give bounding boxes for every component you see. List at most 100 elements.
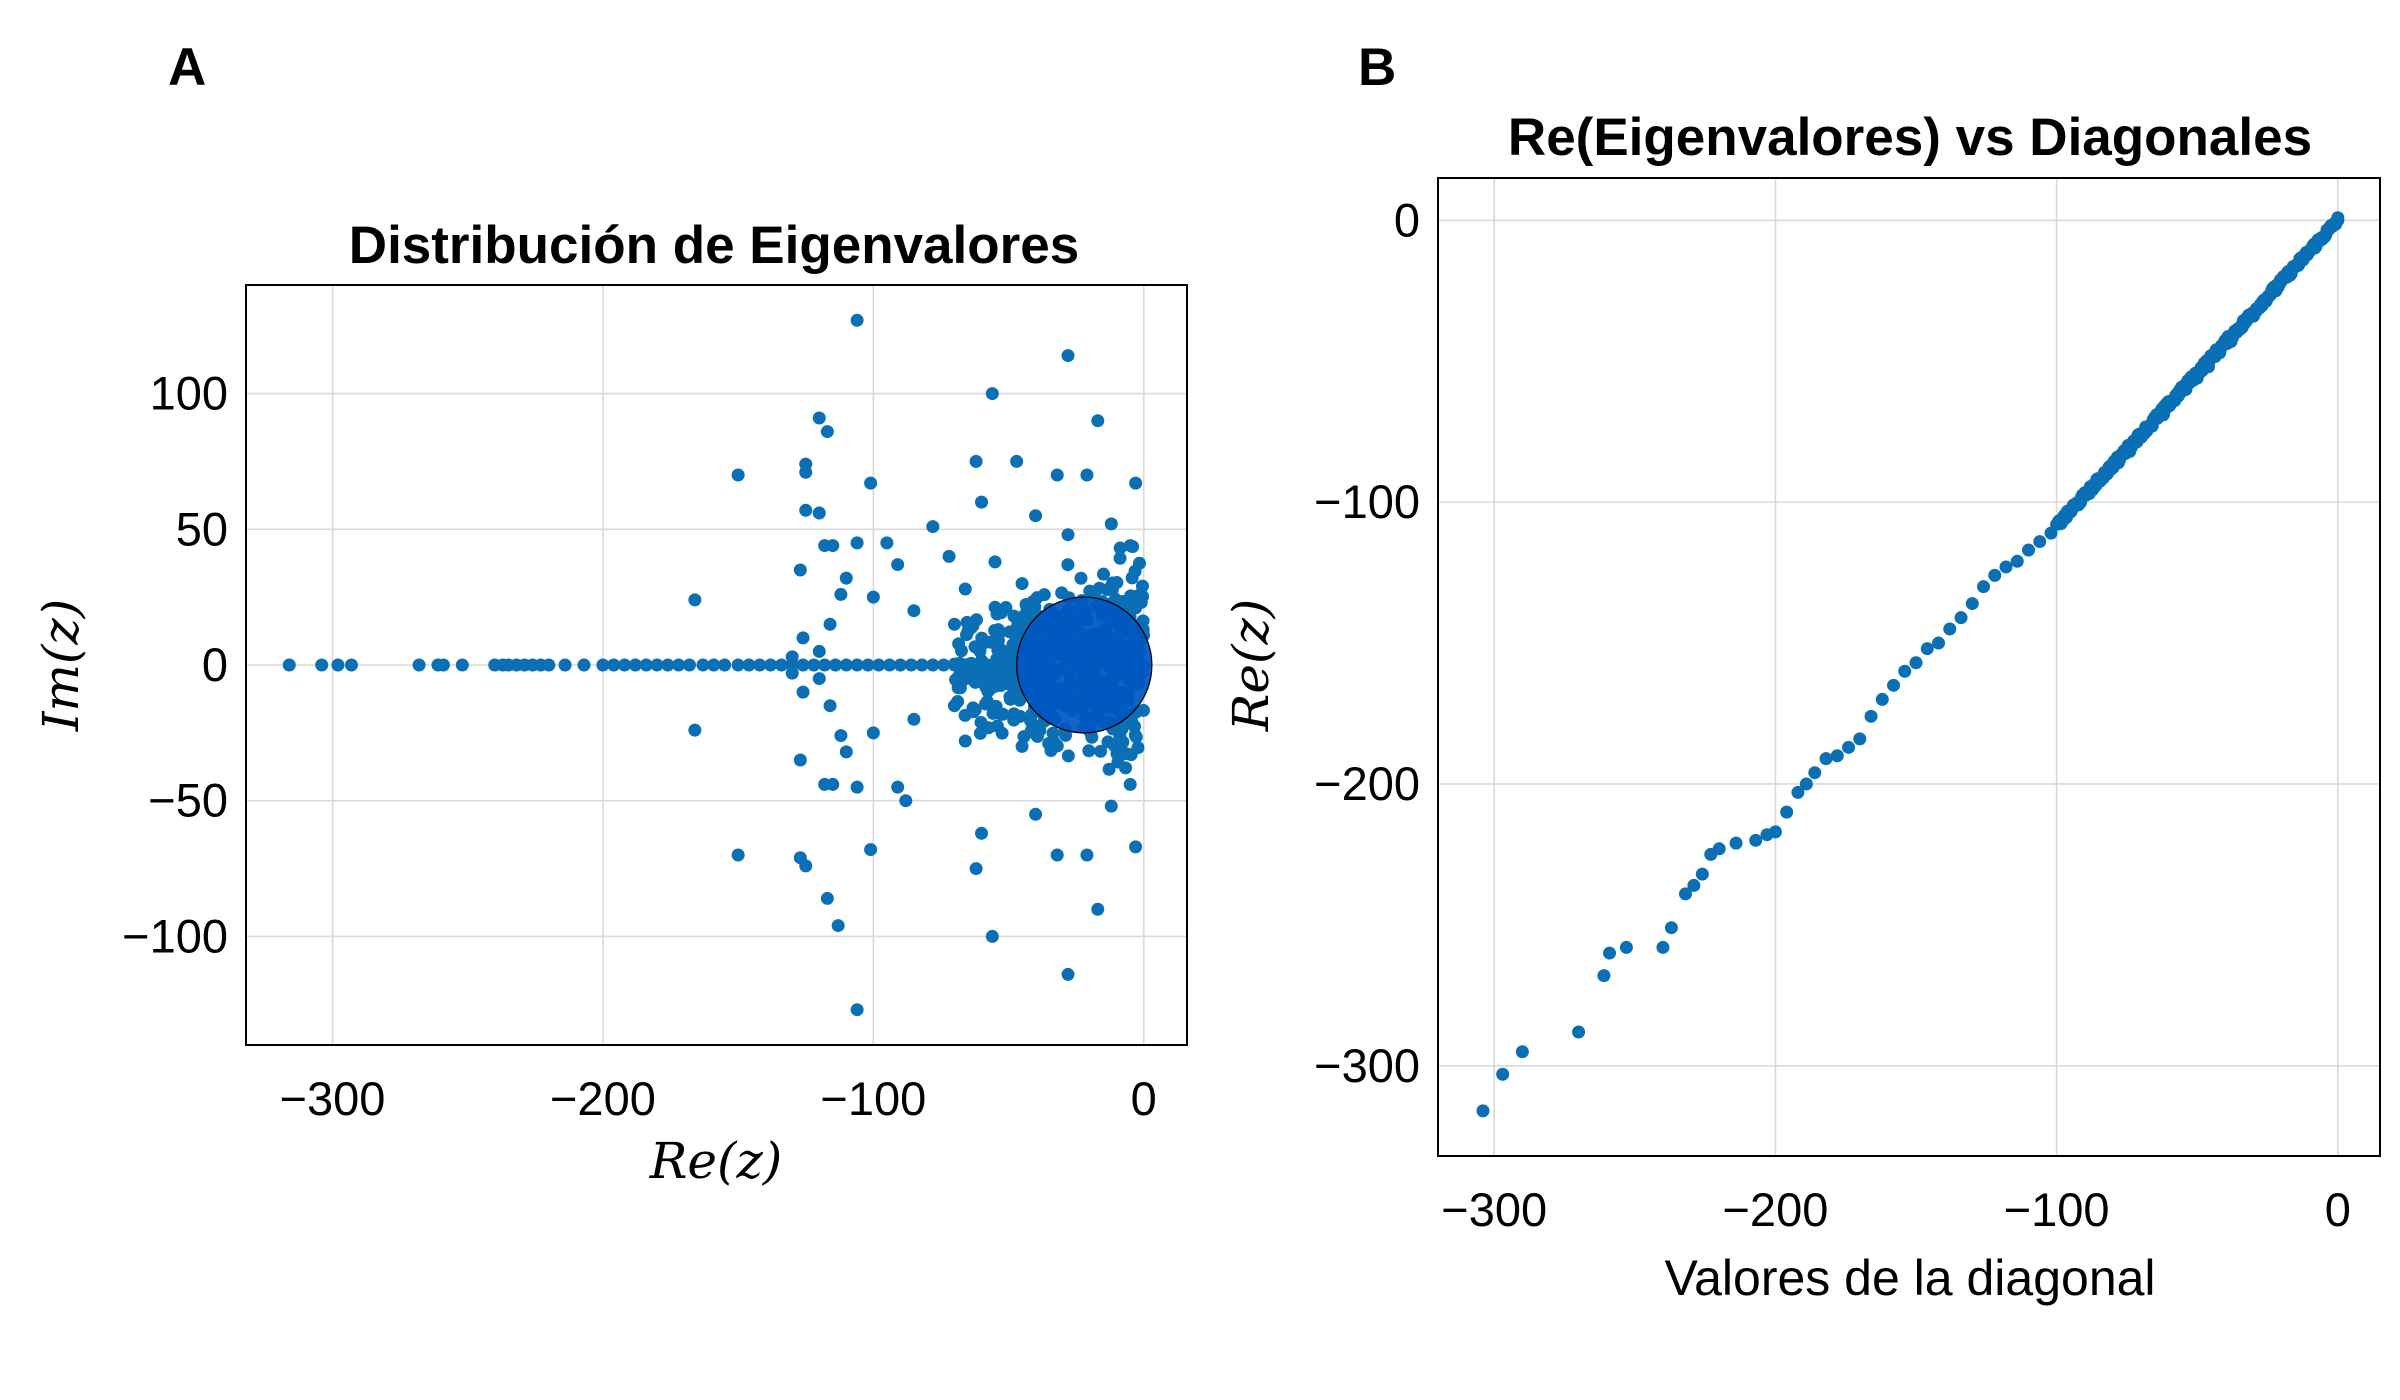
- chart-b-data-point: [1920, 642, 1934, 656]
- chart-a-data-point: [1136, 703, 1150, 717]
- chart-a-data-point: [1111, 740, 1125, 754]
- chart-a-data-point: [558, 658, 572, 672]
- chart-a-data-point: [315, 658, 329, 672]
- chart-a-data-point: [1011, 618, 1025, 632]
- chart-a-data-point: [731, 848, 745, 862]
- chart-a-data-point: [839, 658, 853, 672]
- chart-b-data-point: [1864, 709, 1878, 723]
- chart-a-data-point: [807, 658, 821, 672]
- chart-b-data-point: [1597, 969, 1611, 983]
- chart-a-data-point: [1126, 598, 1140, 612]
- chart-a-xlabel: Re(z): [649, 1132, 783, 1190]
- chart-b-data-point: [1988, 568, 2002, 582]
- chart-b-data-point: [1687, 878, 1701, 892]
- chart-b-data-point: [1496, 1067, 1510, 1081]
- chart-a-data-point: [974, 715, 988, 729]
- chart-a-data-point: [893, 658, 907, 672]
- chart-a-data-point: [850, 313, 864, 327]
- chart-b-data-point: [1768, 825, 1782, 839]
- chart-a-data-point: [915, 658, 929, 672]
- chart-a-data-point: [993, 625, 1007, 639]
- chart-a-data-point: [880, 536, 894, 550]
- chart-a-data-point: [412, 658, 426, 672]
- chart-a-data-point: [1003, 690, 1017, 704]
- chart-a-data-point: [1126, 540, 1140, 554]
- chart-a-data-point: [1096, 567, 1110, 581]
- chart-a-data-point: [850, 536, 864, 550]
- chart-a-data-point: [850, 780, 864, 794]
- chart-a-data-point: [995, 646, 1009, 660]
- chart-b-data-point: [1977, 580, 1991, 594]
- chart-a-data-point: [812, 506, 826, 520]
- chart-b-title: Re(Eigenvalores) vs Diagonales: [1508, 108, 2312, 167]
- chart-a-data-point: [731, 658, 745, 672]
- chart-a-data-point: [1015, 577, 1029, 591]
- chart-a-data-point: [1046, 726, 1060, 740]
- chart-b-data-point: [1875, 692, 1889, 706]
- chart-b-data-point: [2010, 554, 2024, 568]
- chart-a-data-point: [282, 658, 296, 672]
- chart-a-data-point: [1061, 528, 1075, 542]
- chart-a-data-point: [731, 468, 745, 482]
- chart-a-data-point: [1131, 741, 1145, 755]
- chart-a-data-point: [958, 734, 972, 748]
- chart-a-data-point: [850, 658, 864, 672]
- chart-a-unit-circle: [1015, 596, 1153, 734]
- chart-a-data-point: [436, 658, 450, 672]
- chart-a-data-point: [839, 745, 853, 759]
- chart-a-ytick-label: −50: [148, 774, 228, 827]
- chart-a-data-point: [1091, 902, 1105, 916]
- chart-a-data-point: [1085, 730, 1099, 744]
- chart-a-xtick-label: −300: [280, 1072, 386, 1125]
- chart-a-data-point: [1129, 840, 1143, 854]
- chart-a-data-point: [1061, 749, 1075, 763]
- chart-a-data-point: [812, 411, 826, 425]
- chart-a-data-point: [796, 631, 810, 645]
- chart-b-data-point: [1664, 921, 1678, 935]
- chart-a-data-point: [753, 658, 767, 672]
- chart-a-data-point: [1061, 349, 1075, 363]
- chart-a-data-point: [1029, 509, 1043, 523]
- chart-b-ytick-label: 0: [1394, 193, 1420, 246]
- chart-b-grid: [1438, 178, 2380, 1156]
- chart-a-data-point: [820, 425, 834, 439]
- chart-a-data-point: [577, 658, 591, 672]
- chart-a-data-point: [331, 658, 345, 672]
- chart-a-data-point: [1103, 581, 1117, 595]
- chart-a-data-point: [799, 503, 813, 517]
- chart-a-data-point: [764, 658, 778, 672]
- chart-b-data-point: [1603, 946, 1617, 960]
- chart-a-data-point: [1080, 848, 1094, 862]
- chart-b-data-point: [1999, 560, 2013, 574]
- chart-a-data-point: [1055, 586, 1069, 600]
- chart-b-data-point: [1842, 740, 1856, 754]
- chart-b-data-point: [1656, 940, 1670, 954]
- chart-a-data-point: [1013, 709, 1027, 723]
- chart-a-data-point: [812, 644, 826, 658]
- chart-a-plot-frame: [245, 284, 1188, 1046]
- chart-b-ytick-label: −300: [1314, 1039, 1420, 1092]
- chart-a-data-point: [968, 703, 982, 717]
- chart-a-data-point: [796, 658, 810, 672]
- chart-a-ticks: −300 −200 −100 0 −100 −50 0 50 100: [122, 367, 1157, 1125]
- chart-a-data-point: [344, 658, 358, 672]
- chart-a-data-point: [866, 726, 880, 740]
- chart-b-data-point: [1898, 664, 1912, 678]
- chart-a-data-point: [688, 723, 702, 737]
- chart-a-title: Distribución de Eigenvalores: [349, 216, 1079, 275]
- chart-a-data-point: [1091, 414, 1105, 428]
- panel-label-a: A: [168, 38, 206, 97]
- chart-b-xtick-label: 0: [2325, 1183, 2351, 1236]
- chart-a-data-point: [1030, 729, 1044, 743]
- chart-b-data-point: [1830, 749, 1844, 763]
- chart-a-data-point: [820, 891, 834, 905]
- chart-a-data-point: [942, 549, 956, 563]
- chart-a-data-point: [891, 780, 905, 794]
- chart-a-data-point: [793, 563, 807, 577]
- chart-b-data-point: [1819, 752, 1833, 766]
- chart-a-data-point: [999, 601, 1013, 615]
- chart-a-data-point: [672, 658, 686, 672]
- chart-b-ytick-label: −200: [1314, 757, 1420, 810]
- chart-a-xtick-label: −100: [820, 1072, 926, 1125]
- chart-a-data-point: [864, 476, 878, 490]
